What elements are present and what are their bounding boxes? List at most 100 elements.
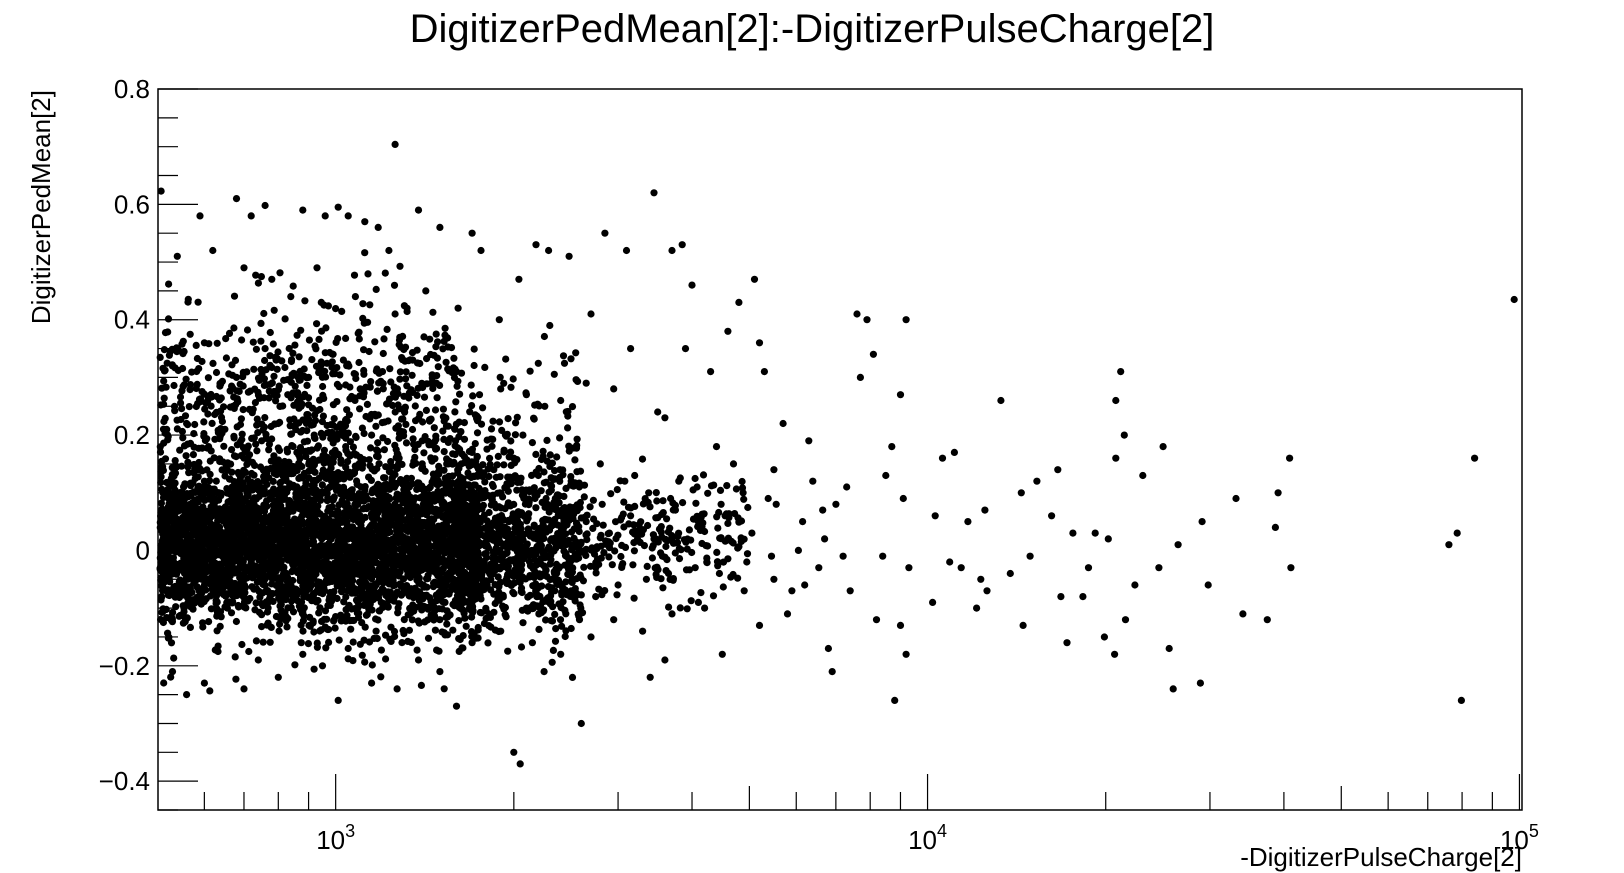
data-point: [275, 627, 283, 635]
data-point: [398, 510, 406, 518]
data-point: [252, 637, 260, 645]
data-point: [239, 557, 247, 566]
data-point: [246, 594, 254, 603]
data-point: [344, 507, 352, 515]
data-point: [335, 501, 343, 509]
data-point: [444, 559, 453, 567]
data-point: [281, 495, 289, 503]
data-point: [433, 566, 441, 574]
data-point: [253, 447, 261, 455]
data-point: [463, 502, 471, 510]
data-point: [238, 336, 246, 344]
data-point: [186, 584, 194, 592]
data-point: [191, 599, 199, 607]
data-point: [329, 496, 337, 504]
data-point: [232, 675, 240, 683]
data-point: [166, 502, 174, 510]
data-point: [163, 425, 171, 433]
data-point: [226, 558, 234, 566]
data-point: [416, 509, 424, 517]
data-point: [431, 406, 440, 414]
data-point: [211, 559, 219, 567]
data-point: [449, 626, 457, 634]
data-point: [369, 503, 378, 511]
data-point: [308, 356, 316, 364]
data-point: [535, 625, 543, 634]
data-point: [178, 387, 186, 395]
data-point: [453, 508, 461, 516]
data-point: [409, 601, 417, 609]
data-point: [160, 346, 168, 354]
data-point: [375, 488, 383, 496]
data-point: [234, 398, 242, 406]
data-point: [260, 423, 268, 431]
data-point: [362, 383, 370, 391]
data-point: [320, 301, 328, 309]
data-point: [427, 553, 435, 561]
data-point: [292, 490, 300, 498]
data-point: [325, 638, 333, 647]
data-point: [371, 338, 379, 346]
data-point: [391, 507, 399, 515]
data-point: [219, 509, 227, 517]
data-point: [272, 397, 280, 405]
data-point: [420, 393, 429, 401]
data-point: [357, 521, 365, 530]
data-point: [431, 626, 439, 634]
data-point: [208, 489, 217, 497]
data-point: [465, 462, 473, 470]
data-point: [433, 510, 441, 518]
data-point: [347, 570, 356, 578]
data-point: [345, 601, 353, 610]
data-point: [479, 501, 487, 509]
data-point: [212, 408, 221, 416]
data-point: [241, 584, 249, 592]
data-point: [405, 507, 413, 515]
data-point: [249, 405, 257, 413]
data-point: [295, 419, 303, 427]
data-point: [158, 567, 166, 576]
data-point: [476, 565, 484, 573]
data-point: [222, 354, 230, 362]
data-point: [390, 627, 399, 636]
data-point: [239, 499, 247, 507]
data-point: [388, 520, 396, 528]
data-point: [213, 627, 221, 635]
data-point: [413, 646, 421, 654]
data-point: [354, 329, 362, 337]
data-point: [306, 573, 314, 581]
data-point: [396, 368, 404, 376]
data-point: [226, 572, 234, 580]
data-point: [231, 653, 239, 661]
data-point: [390, 572, 398, 580]
data-point: [306, 447, 314, 455]
data-point: [296, 454, 304, 462]
data-point: [364, 559, 373, 567]
data-point: [232, 585, 240, 593]
data-point: [181, 591, 189, 599]
data-point: [282, 592, 290, 600]
data-point: [408, 371, 416, 379]
data-point: [344, 655, 352, 663]
data-point: [516, 578, 524, 587]
data-point: [291, 661, 299, 669]
data-point: [382, 514, 390, 522]
data-point: [367, 476, 375, 484]
data-point: [348, 552, 356, 561]
data-point: [200, 418, 208, 426]
data-point: [425, 441, 433, 449]
data-point: [223, 489, 231, 497]
data-point: [417, 681, 425, 690]
data-point: [405, 592, 413, 600]
data-point: [157, 499, 165, 507]
data-point: [467, 381, 475, 389]
data-point: [266, 638, 274, 646]
data-point: [228, 565, 236, 574]
data-point: [331, 432, 340, 440]
data-point: [236, 477, 244, 485]
data-point: [425, 564, 433, 572]
data-point: [434, 338, 442, 346]
data-point: [304, 411, 312, 419]
data-point: [182, 502, 190, 510]
data-point: [434, 477, 442, 485]
